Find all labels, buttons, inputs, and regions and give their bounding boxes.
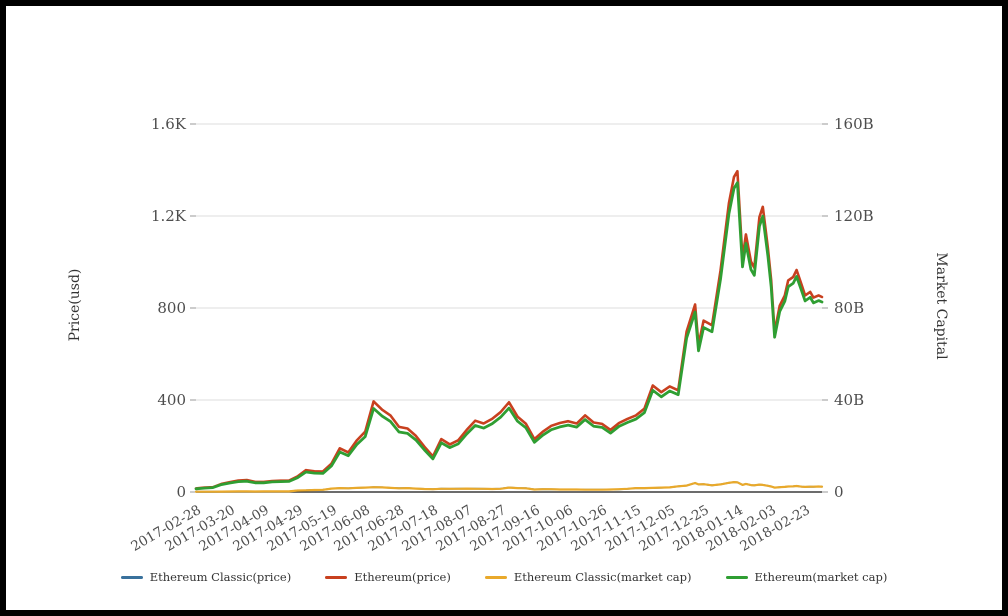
y-axis-tick-right: 160B xyxy=(834,115,874,133)
legend: Ethereum Classic(price) Ethereum(price) Et… xyxy=(0,570,1008,584)
legend-item-ethereum-classic-market-cap-[interactable]: Ethereum Classic(market cap) xyxy=(484,570,692,584)
series-line-ethereum-classic-market-cap- xyxy=(194,481,824,493)
y-axis-tick-left: 1.2K xyxy=(150,207,186,225)
series-line-ethereum-market-cap- xyxy=(194,181,824,491)
left-axis-title: Price(usd) xyxy=(67,268,83,342)
series-line-ethereum-price- xyxy=(194,169,824,490)
y-axis-tick-left: 0 xyxy=(176,483,186,501)
legend-label: Ethereum(price) xyxy=(354,570,451,584)
legend-item-ethereum-price-[interactable]: Ethereum(price) xyxy=(325,570,451,584)
legend-item-ethereum-classic-price-[interactable]: Ethereum Classic(price) xyxy=(120,570,292,584)
y-axis-tick-left: 1.6K xyxy=(150,115,186,133)
y-axis-tick-right: 0 xyxy=(834,483,844,501)
legend-swatch xyxy=(725,575,748,579)
legend-label: Ethereum Classic(price) xyxy=(149,570,292,584)
legend-swatch xyxy=(484,575,507,579)
y-axis-tick-right: 40B xyxy=(834,391,865,409)
legend-swatch xyxy=(120,575,143,579)
y-axis-tick-right: 80B xyxy=(834,299,865,317)
legend-swatch xyxy=(325,575,348,579)
legend-label: Ethereum Classic(market cap) xyxy=(513,570,692,584)
legend-item-ethereum-market-cap-[interactable]: Ethereum(market cap) xyxy=(725,570,888,584)
y-axis-tick-right: 120B xyxy=(834,207,874,225)
y-axis-tick-left: 400 xyxy=(157,391,186,409)
legend-label: Ethereum(market cap) xyxy=(754,570,888,584)
y-axis-tick-left: 800 xyxy=(157,299,186,317)
right-axis-title: Market Capital xyxy=(933,252,949,360)
